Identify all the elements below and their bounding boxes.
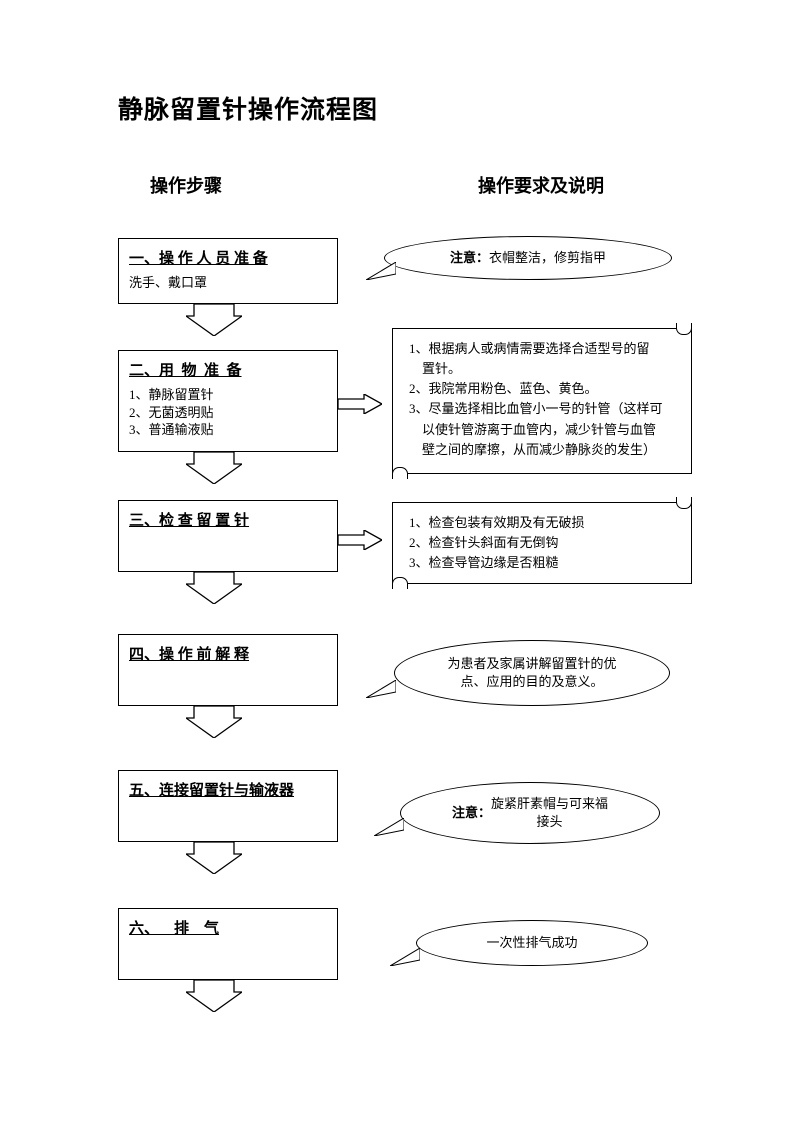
- column-label-steps: 操作步骤: [150, 172, 222, 198]
- down-arrow-icon: [186, 842, 242, 874]
- down-arrow-icon: [186, 980, 242, 1012]
- step-heading: 四、操 作 前 解 释: [129, 643, 327, 664]
- down-arrow-icon: [186, 706, 242, 738]
- note-balloon: 注意：衣帽整洁，修剪指甲: [384, 236, 672, 280]
- down-arrow-icon: [186, 452, 242, 484]
- note-scroll: 1、根据病人或病情需要选择合适型号的留 置针。 2、我院常用粉色、蓝色、黄色。 …: [392, 328, 692, 474]
- step-heading: 一、操 作 人 员 准 备: [129, 247, 327, 268]
- note-text: 注意：旋紧肝素帽与可来福 接头: [400, 782, 660, 844]
- step-box-6: 六、 排 气: [118, 908, 338, 980]
- balloon-tail-icon: [366, 680, 396, 698]
- down-arrow-icon: [186, 304, 242, 336]
- page: 静脉留置针操作流程图 操作步骤 操作要求及说明 一、操 作 人 员 准 备洗手、…: [0, 0, 793, 1122]
- step-box-2: 二、用 物 准 备 1、静脉留置针 2、无菌透明贴 3、普通输液贴: [118, 350, 338, 452]
- page-title: 静脉留置针操作流程图: [118, 90, 378, 126]
- note-balloon: 注意：旋紧肝素帽与可来福 接头: [400, 782, 660, 844]
- right-arrow-icon: [338, 530, 382, 550]
- balloon-tail-icon: [374, 818, 404, 836]
- balloon-tail-icon: [366, 262, 396, 280]
- step-heading: 二、用 物 准 备: [129, 359, 327, 380]
- step-heading: 六、 排 气: [129, 917, 327, 938]
- step-body: 洗手、戴口罩: [129, 274, 327, 292]
- step-box-5: 五、连接留置针与输液器: [118, 770, 338, 842]
- step-box-3: 三、检 查 留 置 针: [118, 500, 338, 572]
- step-box-1: 一、操 作 人 员 准 备洗手、戴口罩: [118, 238, 338, 304]
- note-text: 注意：衣帽整洁，修剪指甲: [384, 236, 672, 280]
- step-heading: 五、连接留置针与输液器: [129, 779, 327, 800]
- note-text: 一次性排气成功: [416, 920, 648, 966]
- note-balloon: 为患者及家属讲解留置针的优 点、应用的目的及意义。: [394, 640, 670, 706]
- step-box-4: 四、操 作 前 解 释: [118, 634, 338, 706]
- step-body: 1、静脉留置针 2、无菌透明贴 3、普通输液贴: [129, 386, 327, 439]
- note-text: 为患者及家属讲解留置针的优 点、应用的目的及意义。: [394, 640, 670, 706]
- step-heading: 三、检 查 留 置 针: [129, 509, 327, 530]
- down-arrow-icon: [186, 572, 242, 604]
- balloon-tail-icon: [390, 948, 420, 966]
- right-arrow-icon: [338, 394, 382, 414]
- column-label-notes: 操作要求及说明: [478, 172, 604, 198]
- note-balloon: 一次性排气成功: [416, 920, 648, 966]
- note-scroll: 1、检查包装有效期及有无破损 2、检查针头斜面有无倒钩 3、检查导管边缘是否粗糙: [392, 502, 692, 584]
